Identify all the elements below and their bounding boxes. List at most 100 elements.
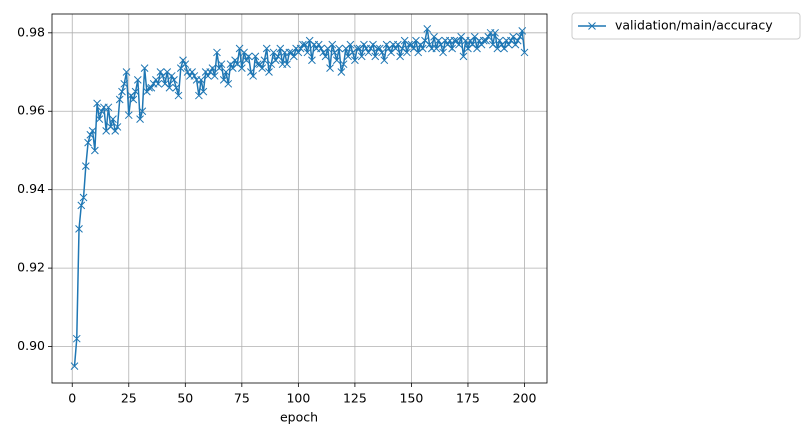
- data-point: [152, 76, 160, 84]
- data-point: [231, 56, 239, 65]
- data-point: [491, 28, 499, 37]
- data-point: [122, 68, 131, 76]
- data-point: [244, 52, 253, 61]
- data-point: [371, 52, 380, 61]
- data-point: [425, 40, 434, 49]
- legend-marker: [588, 22, 596, 30]
- data-point: [131, 87, 140, 96]
- data-point: [328, 40, 337, 49]
- data-point: [84, 138, 92, 147]
- data-point: [391, 44, 400, 53]
- data-point: [104, 103, 113, 112]
- x-tick-label: 50: [177, 391, 193, 406]
- data-point: [210, 72, 219, 80]
- data-point: [120, 79, 129, 88]
- legend-label: validation/main/accuracy: [615, 18, 773, 33]
- data-point: [520, 48, 529, 57]
- data-point: [262, 44, 271, 53]
- data-point: [242, 56, 251, 65]
- data-point: [133, 76, 142, 84]
- data-point: [77, 201, 86, 210]
- x-axis-label: epoch: [280, 410, 318, 425]
- plot-frame: [51, 13, 548, 384]
- data-point: [439, 48, 447, 57]
- data-point: [396, 52, 404, 61]
- data-point: [72, 334, 81, 343]
- data-point: [86, 130, 95, 139]
- data-point: [249, 72, 257, 80]
- data-point: [366, 44, 375, 53]
- data-point: [138, 107, 147, 116]
- data-point: [165, 83, 174, 92]
- data-point: [222, 68, 230, 76]
- data-point: [423, 25, 432, 33]
- x-tick-label: 25: [121, 391, 137, 406]
- data-point: [459, 52, 468, 61]
- data-point: [181, 60, 190, 69]
- data-point: [504, 40, 513, 49]
- data-point: [167, 72, 176, 80]
- data-point: [179, 56, 187, 65]
- data-point: [258, 64, 267, 72]
- data-point: [170, 76, 178, 84]
- data-point: [93, 99, 101, 108]
- data-point: [140, 64, 149, 72]
- data-point: [154, 79, 163, 88]
- data-point: [271, 56, 280, 65]
- data-point: [375, 44, 384, 53]
- data-point: [303, 48, 312, 57]
- data-point: [308, 56, 316, 65]
- data-point: [95, 115, 104, 123]
- data-point: [382, 40, 391, 49]
- data-point: [357, 52, 366, 61]
- data-point: [364, 48, 373, 57]
- data-point: [351, 56, 359, 65]
- data-point: [314, 40, 323, 49]
- x-tick-label: 175: [456, 391, 480, 406]
- x-tick-label: 200: [513, 391, 537, 406]
- data-point: [174, 91, 183, 100]
- data-point: [113, 123, 122, 131]
- data-point: [513, 36, 522, 45]
- data-point: [224, 79, 233, 88]
- data-point: [237, 64, 246, 72]
- data-point: [360, 40, 368, 49]
- data-point: [172, 83, 181, 92]
- data-point: [88, 127, 97, 135]
- data-point: [332, 56, 341, 65]
- data-point: [339, 60, 348, 69]
- data-point: [111, 127, 120, 135]
- data-point: [335, 44, 343, 53]
- data-point: [115, 95, 124, 104]
- data-point: [81, 162, 90, 171]
- data-point: [511, 40, 520, 49]
- data-point: [215, 64, 224, 72]
- data-point: [378, 48, 386, 57]
- data-point: [217, 60, 226, 69]
- data-point: [482, 36, 490, 45]
- data-point: [337, 68, 346, 76]
- data-point: [124, 111, 133, 120]
- data-point: [97, 107, 106, 116]
- data-point: [129, 95, 138, 104]
- data-point: [346, 40, 355, 49]
- data-point: [118, 87, 126, 96]
- data-point: [518, 27, 527, 35]
- data-point: [353, 44, 362, 53]
- data-point: [326, 64, 334, 72]
- y-tick-label: 0.96: [17, 103, 45, 118]
- data-point: [199, 87, 208, 96]
- data-point: [70, 362, 79, 370]
- data-point: [136, 115, 144, 123]
- data-point: [265, 68, 273, 76]
- data-point: [434, 36, 443, 45]
- data-point: [294, 48, 303, 57]
- x-tick-label: 0: [68, 391, 76, 406]
- data-point: [188, 68, 196, 76]
- data-point: [484, 32, 493, 41]
- x-tick-label: 100: [286, 391, 310, 406]
- data-point: [260, 56, 269, 65]
- data-point: [90, 146, 99, 155]
- data-point: [380, 56, 389, 65]
